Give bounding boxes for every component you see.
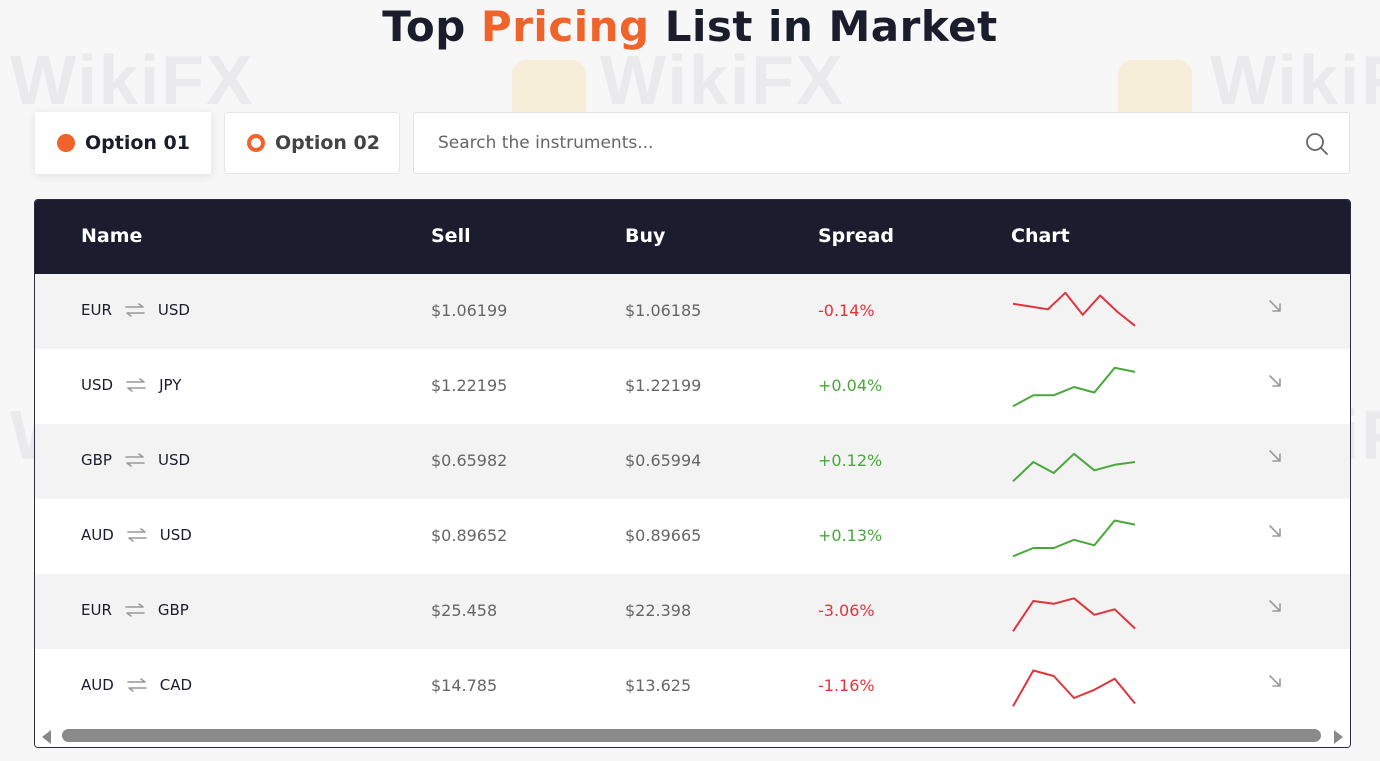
quote-currency: CAD <box>159 676 193 694</box>
instrument-pair: EUR GBP <box>81 601 189 619</box>
sell-price: $25.458 <box>431 601 498 620</box>
arrow-down-right-icon[interactable] <box>1267 448 1283 464</box>
option-01-tab[interactable]: Option 01 <box>35 112 211 174</box>
quote-currency: GBP <box>157 601 189 619</box>
search-icon[interactable] <box>1305 132 1329 156</box>
sell-price: $14.785 <box>431 676 498 695</box>
swap-arrows-icon <box>125 603 145 617</box>
swap-arrows-icon <box>126 678 147 692</box>
sparkline-series <box>1012 519 1136 558</box>
header-sell: Sell <box>431 225 471 247</box>
sell-price: $1.06199 <box>431 301 508 320</box>
sparkline-series <box>1012 669 1136 707</box>
sell-price: $0.89652 <box>431 526 508 545</box>
buy-price: $1.22199 <box>625 376 702 395</box>
instrument-pair: GBP USD <box>81 451 190 469</box>
quote-currency: USD <box>157 301 190 319</box>
arrow-down-right-icon[interactable] <box>1267 673 1283 689</box>
search-box <box>413 112 1350 174</box>
arrow-down-right-icon[interactable] <box>1267 598 1283 614</box>
scroll-right-icon[interactable] <box>1334 730 1343 744</box>
watermark-text: WikiFX <box>1210 41 1380 119</box>
radio-unselected-icon <box>247 134 265 152</box>
table-row[interactable]: AUD CAD $14.785 $13.625 -1.16% <box>35 649 1350 724</box>
quote-currency: USD <box>157 451 191 469</box>
instrument-pair: AUD USD <box>81 526 192 544</box>
sparkline-series <box>1012 597 1136 632</box>
buy-price: $1.06185 <box>625 301 702 320</box>
instrument-pair: AUD CAD <box>81 676 192 694</box>
sparkline-series <box>1012 291 1136 327</box>
buy-price: $0.65994 <box>625 451 702 470</box>
base-currency: EUR <box>81 601 112 619</box>
watermark-text: WikiFX <box>600 41 845 119</box>
base-currency: EUR <box>81 301 112 319</box>
sparkline-chart <box>1012 597 1136 632</box>
arrow-down-right-icon[interactable] <box>1267 298 1283 314</box>
quote-currency: USD <box>159 526 192 544</box>
table-row[interactable]: GBP USD $0.65982 $0.65994 +0.12% <box>35 424 1350 499</box>
quote-currency: JPY <box>159 376 182 394</box>
table-row[interactable]: EUR USD $1.06199 $1.06185 -0.14% <box>35 274 1350 349</box>
page-title: Top Pricing List in Market <box>0 2 1380 51</box>
option-01-label: Option 01 <box>85 132 190 154</box>
spread-value: +0.13% <box>818 526 883 545</box>
table-header: Name Sell Buy Spread Chart <box>35 200 1350 274</box>
sparkline-chart <box>1012 366 1136 408</box>
buy-price: $13.625 <box>625 676 692 695</box>
radio-selected-icon <box>57 134 75 152</box>
sell-price: $1.22195 <box>431 376 508 395</box>
swap-arrows-icon <box>125 453 145 467</box>
arrow-down-right-icon[interactable] <box>1267 523 1283 539</box>
sparkline-chart <box>1012 669 1136 707</box>
spread-value: +0.12% <box>818 451 883 470</box>
swap-arrows-icon <box>126 378 146 392</box>
spread-value: -1.16% <box>818 676 875 695</box>
horizontal-scrollbar[interactable] <box>35 724 1350 747</box>
buy-price: $0.89665 <box>625 526 702 545</box>
sparkline-chart <box>1012 519 1136 558</box>
table-row[interactable]: USD JPY $1.22195 $1.22199 +0.04% <box>35 349 1350 424</box>
base-currency: USD <box>81 376 114 394</box>
base-currency: GBP <box>81 451 112 469</box>
search-input[interactable] <box>436 132 1280 154</box>
option-02-label: Option 02 <box>275 132 380 154</box>
header-chart: Chart <box>1011 225 1070 247</box>
header-buy: Buy <box>625 225 666 247</box>
sell-price: $0.65982 <box>431 451 508 470</box>
sparkline-series <box>1012 366 1136 408</box>
watermark-text: WikiFX <box>10 41 255 119</box>
sparkline-chart <box>1012 291 1136 327</box>
swap-arrows-icon <box>126 528 147 542</box>
scrollbar-thumb[interactable] <box>62 729 1321 742</box>
option-02-tab[interactable]: Option 02 <box>224 112 400 174</box>
table-row[interactable]: AUD USD $0.89652 $0.89665 +0.13% <box>35 499 1350 574</box>
table-row[interactable]: EUR GBP $25.458 $22.398 -3.06% <box>35 574 1350 649</box>
title-start: Top <box>382 2 481 51</box>
pricing-table: Name Sell Buy Spread Chart EUR USD $1.0619… <box>34 199 1351 748</box>
title-accent: Pricing <box>480 2 650 51</box>
spread-value: +0.04% <box>818 376 883 395</box>
arrow-down-right-icon[interactable] <box>1267 373 1283 389</box>
base-currency: AUD <box>81 526 114 544</box>
swap-arrows-icon <box>125 303 145 317</box>
sparkline-chart <box>1012 452 1136 483</box>
buy-price: $22.398 <box>625 601 692 620</box>
title-end: List in Market <box>649 2 998 51</box>
instrument-pair: USD JPY <box>81 376 181 394</box>
spread-value: -3.06% <box>818 601 875 620</box>
header-spread: Spread <box>818 225 894 247</box>
header-name: Name <box>81 225 143 247</box>
scroll-left-icon[interactable] <box>42 730 51 744</box>
spread-value: -0.14% <box>818 301 875 320</box>
sparkline-series <box>1012 452 1136 483</box>
instrument-pair: EUR USD <box>81 301 190 319</box>
base-currency: AUD <box>81 676 114 694</box>
table-body: EUR USD $1.06199 $1.06185 -0.14% USD JPY $1.221… <box>35 274 1350 724</box>
